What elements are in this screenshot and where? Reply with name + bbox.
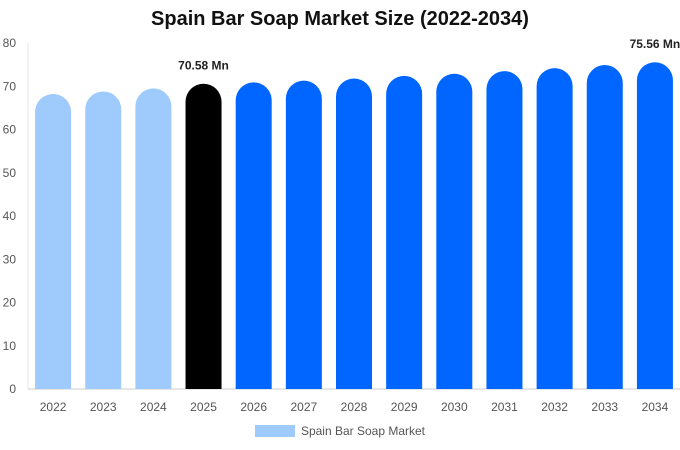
x-tick-label: 2031 xyxy=(491,400,518,414)
x-tick-label: 2023 xyxy=(90,400,117,414)
y-tick-label: 50 xyxy=(3,166,17,180)
y-tick-label: 20 xyxy=(3,296,17,310)
x-tick-label: 2029 xyxy=(391,400,418,414)
y-tick-label: 70 xyxy=(3,79,17,93)
chart-title: Spain Bar Soap Market Size (2022-2034) xyxy=(151,8,529,30)
bar-2024 xyxy=(135,88,172,389)
bar-2034 xyxy=(636,62,673,389)
bar-2029 xyxy=(386,75,423,390)
x-tick-label: 2034 xyxy=(642,400,669,414)
x-tick-label: 2024 xyxy=(140,400,167,414)
legend-label: Spain Bar Soap Market xyxy=(300,424,426,438)
bar-2030 xyxy=(436,73,473,390)
bar-2032 xyxy=(536,68,573,390)
y-tick-label: 80 xyxy=(3,36,17,50)
x-tick-label: 2028 xyxy=(341,400,368,414)
x-tick-label: 2025 xyxy=(190,400,217,414)
data-label-2025: 70.58 Mn xyxy=(178,59,229,73)
x-tick-label: 2027 xyxy=(290,400,317,414)
legend-swatch xyxy=(254,425,295,437)
bar-2022 xyxy=(35,94,72,390)
bar-2027 xyxy=(285,80,322,389)
bar-2033 xyxy=(586,65,623,390)
data-label-2034: 75.56 Mn xyxy=(630,37,680,51)
y-tick-label: 30 xyxy=(3,252,17,266)
bar-2028 xyxy=(336,78,372,389)
x-tick-label: 2033 xyxy=(591,400,618,414)
y-tick-label: 60 xyxy=(3,123,17,137)
y-tick-label: 40 xyxy=(3,209,17,223)
legend: Spain Bar Soap Market xyxy=(0,424,680,438)
y-tick-label: 10 xyxy=(3,339,17,353)
x-tick-label: 2026 xyxy=(240,400,267,414)
y-tick-label: 0 xyxy=(9,382,16,396)
x-tick-label: 2022 xyxy=(40,400,67,414)
x-tick-label: 2032 xyxy=(541,400,568,414)
bar-2023 xyxy=(85,91,122,390)
bar-2025 xyxy=(185,83,222,389)
bar-2031 xyxy=(486,71,523,390)
bar-2026 xyxy=(235,82,272,390)
x-tick-label: 2030 xyxy=(441,400,468,414)
